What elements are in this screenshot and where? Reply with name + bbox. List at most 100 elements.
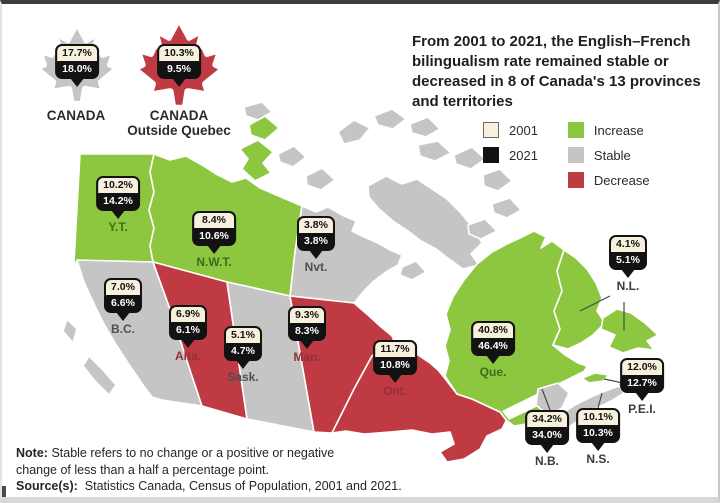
region-label-ont: Ont.: [383, 384, 407, 398]
nl-value-2001: 4.1%: [611, 237, 645, 253]
region-label-sask: Sask.: [227, 370, 259, 384]
legend-swatch-stable: [567, 147, 584, 163]
island-victoria-west: [239, 139, 274, 182]
yt-value-2001: 10.2%: [98, 178, 138, 194]
outside-quebec-value-2021: 9.5%: [159, 62, 199, 77]
yt-value-2021: 14.2%: [98, 194, 138, 209]
arctic-island: [305, 167, 336, 191]
legend-label-decrease: Decrease: [593, 172, 650, 188]
que-value-2021: 46.4%: [473, 339, 513, 354]
region-label-nl: N.L.: [616, 279, 640, 293]
callout-pointer-icon: [300, 340, 314, 349]
callout-ns: 10.1% 10.3% N.S.: [576, 408, 620, 466]
callout-que: 40.8% 46.4% Que.: [471, 321, 515, 379]
nb-value-2001: 34.2%: [527, 412, 567, 428]
region-label-alta: Alta.: [174, 349, 201, 363]
note-text: Note: Stable refers to no change or a po…: [16, 445, 364, 478]
callout-pointer-icon: [181, 339, 195, 348]
nb-value-2021: 34.0%: [527, 428, 567, 443]
outside-quebec-value-2001: 10.3%: [159, 46, 199, 62]
legend-swatch-increase: [567, 122, 584, 138]
callout-pointer-icon: [111, 210, 125, 219]
callout-sask: 5.1% 4.7% Sask.: [224, 326, 262, 384]
legend-year-column: 2001 2021: [483, 122, 538, 188]
region-label-pei: P.E.I.: [628, 402, 656, 416]
province-pei: [581, 372, 610, 384]
man-value-2001: 9.3%: [290, 308, 324, 324]
callout-yt: 10.2% 14.2% Y.T.: [96, 176, 140, 234]
legend-label-increase: Increase: [593, 122, 644, 138]
sask-value-2001: 5.1%: [226, 328, 260, 344]
alta-value-2021: 6.1%: [171, 323, 205, 338]
legend: 2001 2021 Increase Stable Decrease: [483, 122, 650, 188]
callout-pointer-icon: [540, 444, 554, 453]
canada-value-2001: 17.7%: [57, 46, 97, 62]
bc-value-2001: 7.0%: [106, 280, 140, 296]
callout-pointer-icon: [116, 312, 130, 321]
legend-label-stable: Stable: [593, 147, 631, 163]
ns-value-2001: 10.1%: [578, 410, 618, 426]
island-vancouver: [82, 355, 117, 396]
canada-label: CANADA: [46, 108, 106, 123]
callout-canada-outside-quebec: 10.3% 9.5%: [157, 44, 201, 87]
arctic-island: [243, 101, 273, 121]
callout-pointer-icon: [621, 269, 635, 278]
man-value-2021: 8.3%: [290, 324, 324, 339]
nvt-value-2001: 3.8%: [299, 218, 333, 234]
callout-nb: 34.2% 34.0% N.B.: [525, 410, 569, 468]
legend-label-2021: 2021: [509, 147, 538, 163]
region-label-que: Que.: [479, 365, 507, 379]
legend-swatch-2021: [483, 147, 499, 163]
connector-nb: [541, 388, 551, 411]
legend-item-increase: Increase: [567, 122, 650, 138]
region-label-nwt: N.W.T.: [196, 255, 232, 269]
arctic-island: [277, 145, 307, 168]
island-newfoundland: [600, 308, 659, 354]
arctic-island: [373, 108, 407, 130]
province-nb: [535, 382, 570, 417]
nwt-value-2001: 8.4%: [194, 213, 234, 229]
canada-value-2021: 18.0%: [57, 62, 97, 77]
arctic-island: [409, 116, 441, 138]
callout-nvt: 3.8% 3.8% Nvt.: [297, 216, 335, 274]
nwt-value-2021: 10.6%: [194, 229, 234, 244]
callout-ont: 11.7% 10.8% Ont.: [373, 340, 417, 398]
callout-pointer-icon: [388, 374, 402, 383]
legend-label-2001: 2001: [509, 122, 538, 138]
arctic-island: [417, 140, 452, 162]
nl-value-2021: 5.1%: [611, 253, 645, 268]
callout-pointer-icon: [635, 392, 649, 401]
callout-man: 9.3% 8.3% Man.: [288, 306, 326, 364]
ont-value-2021: 10.8%: [375, 358, 415, 373]
island-baffin: [367, 175, 483, 270]
note-label: Note:: [16, 446, 48, 460]
note-body: Stable refers to no change or a positive…: [16, 446, 335, 477]
arctic-island: [491, 197, 522, 219]
legend-swatch-decrease: [567, 172, 584, 188]
callout-pointer-icon: [172, 78, 186, 87]
region-label-yt: Y.T.: [108, 220, 128, 234]
ont-value-2001: 11.7%: [375, 342, 415, 358]
region-label-nb: N.B.: [535, 454, 559, 468]
region-label-ns: N.S.: [586, 452, 610, 466]
ns-value-2021: 10.3%: [578, 426, 618, 441]
callout-pointer-icon: [591, 442, 605, 451]
callout-pointer-icon: [309, 250, 323, 259]
callout-pointer-icon: [70, 78, 84, 87]
region-label-bc: B.C.: [111, 322, 135, 336]
canada-outside-quebec-label-line2: Outside Quebec: [127, 123, 231, 138]
connector-ns: [597, 392, 603, 409]
callout-bc: 7.0% 6.6% B.C.: [104, 278, 142, 336]
callout-pointer-icon: [207, 245, 221, 254]
arctic-island: [467, 218, 498, 240]
callout-connectors: [541, 295, 625, 411]
pei-value-2001: 12.0%: [622, 360, 662, 376]
callout-nl: 4.1% 5.1% N.L.: [609, 235, 647, 293]
callout-pointer-icon: [236, 360, 250, 369]
que-value-2001: 40.8%: [473, 323, 513, 339]
arctic-island: [482, 168, 513, 192]
pei-value-2021: 12.7%: [622, 376, 662, 391]
canada-outside-quebec-label-line1: CANADA: [149, 108, 209, 123]
callout-nwt: 8.4% 10.6% N.W.T.: [192, 211, 236, 269]
